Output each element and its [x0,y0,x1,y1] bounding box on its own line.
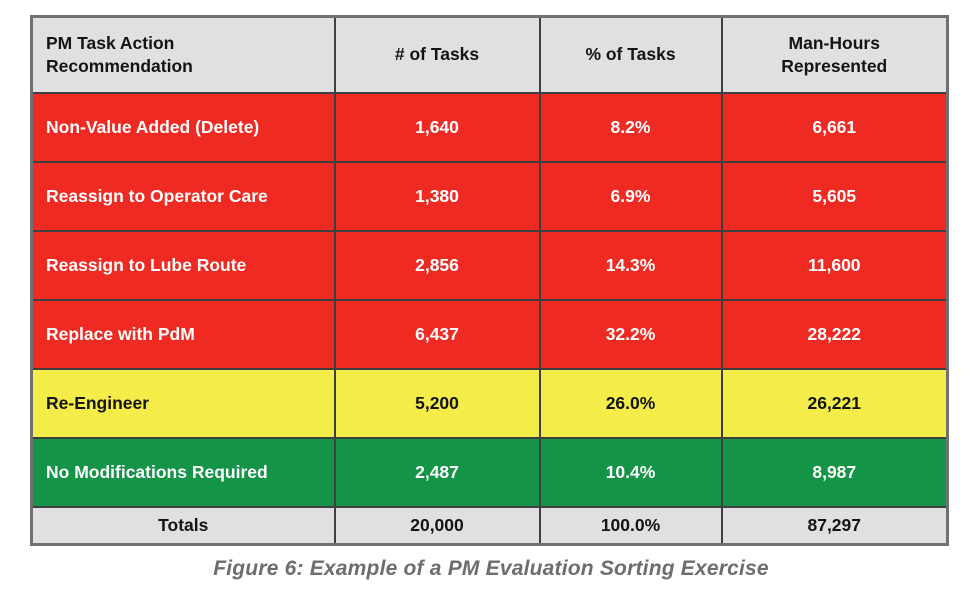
man-hours-cell: 28,222 [720,298,949,370]
table-row-re-engineer: Re-Engineer 5,200 26.0% 26,221 [30,367,949,439]
row-label-cell: Reassign to Lube Route [30,229,336,301]
percent-cell: 6.9% [538,160,723,232]
tasks-cell: 1,380 [333,160,541,232]
percent-cell: 8.2% [538,91,723,163]
tasks-cell: 1,640 [333,91,541,163]
row-label-cell: Reassign to Operator Care [30,160,336,232]
percent-cell: 32.2% [538,298,723,370]
header-label-line: Recommendation [46,55,193,76]
header-cell-man-hours: Man-Hours Represented [720,15,949,94]
man-hours-cell: 6,661 [720,91,949,163]
header-label-line: Represented [781,55,888,76]
percent-cell: 10.4% [538,436,723,508]
header-row: PM Task Action Recommendation # of Tasks… [30,15,949,94]
header-label-line: % of Tasks [585,44,676,65]
man-hours-cell: 8,987 [720,436,949,508]
totals-man-hours-cell: 87,297 [720,505,949,546]
percent-cell: 26.0% [538,367,723,439]
header-label-line: PM Task Action [46,32,175,53]
header-cell-pct-tasks: % of Tasks [538,15,723,94]
table-row-totals: Totals 20,000 100.0% 87,297 [30,505,949,546]
table-row-non-value-added: Non-Value Added (Delete) 1,640 8.2% 6,66… [30,91,949,163]
man-hours-cell: 11,600 [720,229,949,301]
row-label-cell: No Modifications Required [30,436,336,508]
row-label-cell: Re-Engineer [30,367,336,439]
table-row-replace-pdm: Replace with PdM 6,437 32.2% 28,222 [30,298,949,370]
header-cell-num-tasks: # of Tasks [333,15,541,94]
percent-cell: 14.3% [538,229,723,301]
table-row-no-modifications: No Modifications Required 2,487 10.4% 8,… [30,436,949,508]
tasks-cell: 6,437 [333,298,541,370]
table-row-lube-route: Reassign to Lube Route 2,856 14.3% 11,60… [30,229,949,301]
table-body: Non-Value Added (Delete) 1,640 8.2% 6,66… [30,91,949,546]
table-header: PM Task Action Recommendation # of Tasks… [30,15,949,94]
pm-evaluation-table: PM Task Action Recommendation # of Tasks… [30,15,949,546]
row-label-cell: Replace with PdM [30,298,336,370]
header-label-line: # of Tasks [394,44,480,65]
totals-tasks-cell: 20,000 [333,505,541,546]
header-cell-recommendation: PM Task Action Recommendation [30,15,336,94]
header-label-line: Man-Hours [788,32,880,53]
row-label-cell: Non-Value Added (Delete) [30,91,336,163]
man-hours-cell: 26,221 [720,367,949,439]
figure-caption: Figure 6: Example of a PM Evaluation Sor… [213,557,769,580]
tasks-cell: 5,200 [333,367,541,439]
tasks-cell: 2,856 [333,229,541,301]
totals-percent-cell: 100.0% [538,505,723,546]
table-row-operator-care: Reassign to Operator Care 1,380 6.9% 5,6… [30,160,949,232]
tasks-cell: 2,487 [333,436,541,508]
totals-label-cell: Totals [30,505,336,546]
man-hours-cell: 5,605 [720,160,949,232]
